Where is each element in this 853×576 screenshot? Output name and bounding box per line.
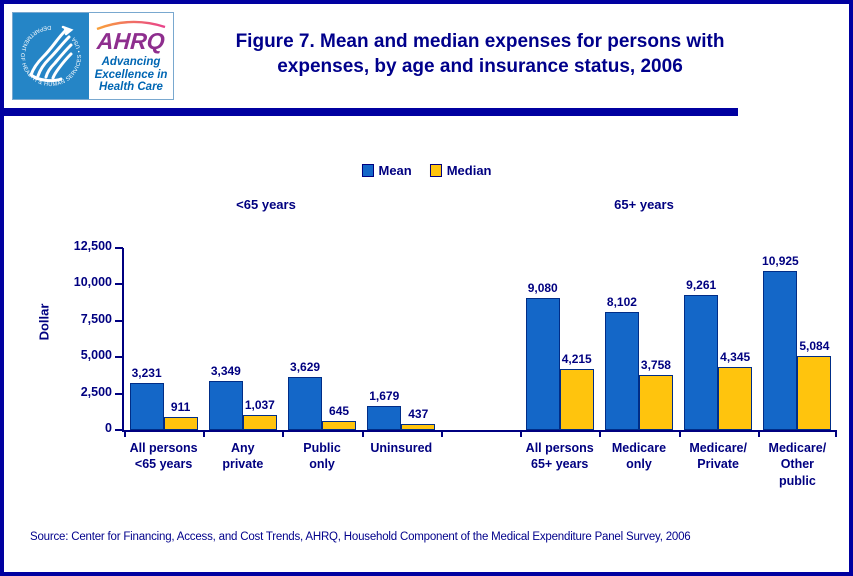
median-bar [638, 375, 673, 430]
mean-bar-value: 3,349 [210, 364, 241, 378]
category-label: Uninsured [370, 441, 433, 455]
ahrq-wordmark: AHRQ [96, 27, 166, 54]
mean-bar [129, 383, 164, 430]
median-bar [559, 369, 594, 430]
x-axis-tick [440, 432, 443, 437]
y-axis-tick [115, 283, 123, 286]
category-label: Medicare only [611, 441, 667, 472]
x-axis-tick [835, 432, 837, 437]
mean-bar-value: 9,080 [527, 281, 558, 295]
page-title: Figure 7. Mean and median expenses for p… [235, 31, 725, 77]
category-label: Public only [303, 441, 341, 472]
plot-area: 0 2,500 5,000 7,500 10,000 12,500 3,231 911 All … [74, 239, 837, 488]
mean-bar [684, 295, 719, 430]
legend-item-mean: Mean [361, 163, 412, 178]
category-label: All persons <65 years [129, 441, 198, 472]
x-axis-tick [282, 432, 285, 437]
mean-bar-value: 3,629 [290, 360, 321, 374]
median-bar-value: 4,345 [720, 350, 751, 364]
mean-bar [208, 381, 243, 430]
x-axis-tick [124, 432, 126, 437]
x-axis-tick [361, 432, 364, 437]
legend-label: Mean [378, 163, 412, 178]
median-bar-value: 645 [329, 404, 350, 418]
category-label: Medicare/ Other public [768, 441, 827, 488]
x-axis-tick [757, 432, 760, 437]
y-axis-tick-label: 5,000 [80, 348, 112, 363]
hhs-eagle-icon: DEPARTMENT OF HEALTH & HUMAN SERVICES • … [19, 24, 83, 88]
y-axis-title: Dollar [36, 303, 52, 341]
y-axis-tick-label: 10,000 [73, 275, 112, 290]
category-label: Any private [222, 441, 264, 472]
mean-bar-value: 8,102 [606, 295, 637, 309]
mean-bar [288, 377, 323, 430]
x-axis-tick [520, 432, 523, 437]
median-bar [718, 367, 753, 430]
median-bar [797, 356, 832, 430]
mean-bar [604, 312, 639, 430]
header-rule [4, 108, 738, 116]
median-bar-value: 437 [408, 407, 429, 421]
median-bar [163, 417, 198, 430]
median-bar [242, 415, 277, 430]
legend-label: Median [446, 163, 492, 178]
hhs-seal: DEPARTMENT OF HEALTH & HUMAN SERVICES • … [13, 13, 89, 99]
group-label-under65: <65 years [236, 197, 296, 212]
ahrq-tagline: Advancing Excellence in Health Care [94, 55, 168, 94]
x-axis-tick [203, 432, 206, 437]
median-bar-value: 911 [170, 400, 191, 414]
x-axis-tick [678, 432, 681, 437]
legend-swatch-mean [361, 164, 374, 177]
legend-swatch-median [429, 164, 442, 177]
mean-bar [763, 271, 798, 430]
median-bar [322, 421, 357, 430]
median-bar-value: 1,037 [244, 398, 275, 412]
y-axis-tick [115, 429, 123, 431]
category-label: All persons 65+ years [525, 441, 594, 472]
mean-bar [525, 298, 560, 430]
y-axis-tick [115, 247, 123, 249]
chart-legend: Mean Median [361, 163, 492, 178]
y-axis-tick-label: 7,500 [80, 311, 112, 326]
ahrq-arc-icon [96, 20, 166, 30]
group-label-over65: 65+ years [614, 197, 674, 212]
y-axis-tick [115, 319, 123, 322]
mean-bar-value: 9,261 [686, 278, 717, 292]
category-label: Medicare/ Private [689, 441, 747, 472]
x-axis-tick [599, 432, 602, 437]
median-bar [401, 424, 436, 430]
source-note: Source: Center for Financing, Access, an… [30, 531, 691, 543]
ahrq-hhs-logo: DEPARTMENT OF HEALTH & HUMAN SERVICES • … [12, 12, 174, 100]
legend-item-median: Median [429, 163, 492, 178]
y-axis-tick [115, 356, 123, 359]
mean-bar-value: 10,925 [762, 254, 799, 268]
mean-bar-value: 3,231 [131, 366, 162, 380]
y-axis-tick-label: 12,500 [73, 239, 112, 253]
median-bar-value: 5,084 [799, 339, 830, 353]
mean-bar [367, 406, 402, 430]
ahrq-logo: AHRQ Advancing Excellence in Health Care [89, 13, 173, 99]
median-bar-value: 4,215 [561, 352, 592, 366]
mean-bar-value: 1,679 [369, 389, 400, 403]
y-axis-tick-label: 0 [105, 421, 112, 435]
median-bar-value: 3,758 [640, 358, 671, 372]
y-axis-tick-label: 2,500 [80, 384, 112, 399]
y-axis-tick [115, 392, 123, 395]
